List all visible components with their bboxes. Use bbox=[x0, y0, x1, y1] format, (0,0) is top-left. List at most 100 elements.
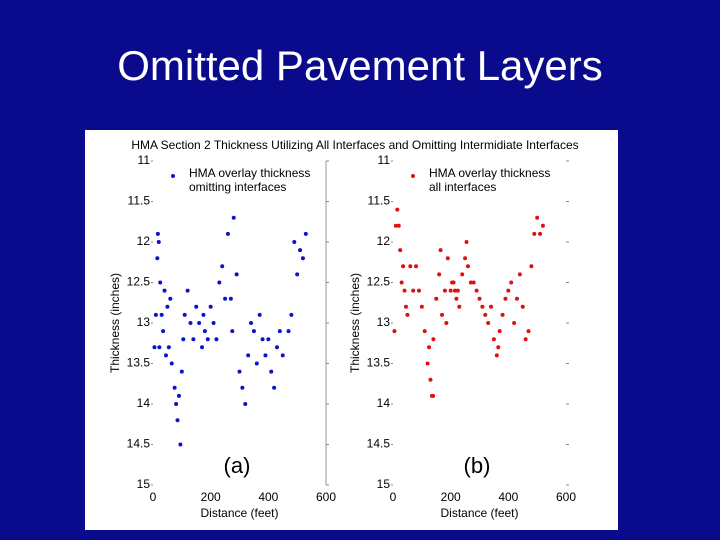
point bbox=[162, 288, 167, 293]
point bbox=[272, 385, 277, 390]
point bbox=[463, 256, 468, 261]
point bbox=[497, 329, 502, 334]
point bbox=[295, 272, 300, 277]
y-tick-label: 15 bbox=[137, 477, 151, 491]
point bbox=[214, 337, 219, 342]
point bbox=[178, 442, 183, 447]
point bbox=[161, 329, 166, 334]
point bbox=[292, 240, 297, 244]
y-tick-label: 12.5 bbox=[367, 275, 391, 289]
point bbox=[523, 337, 528, 342]
point bbox=[535, 215, 540, 220]
point bbox=[538, 231, 543, 236]
point bbox=[156, 240, 161, 244]
x-tick-label: 600 bbox=[316, 490, 336, 504]
panel-label: (b) bbox=[464, 453, 491, 478]
point bbox=[514, 296, 519, 301]
point bbox=[228, 296, 233, 301]
point bbox=[201, 312, 206, 317]
x-tick-label: 0 bbox=[150, 490, 157, 504]
point bbox=[234, 272, 239, 277]
point bbox=[445, 256, 450, 261]
point bbox=[503, 296, 508, 301]
point bbox=[486, 321, 491, 325]
point bbox=[249, 321, 254, 325]
point bbox=[266, 337, 271, 342]
point bbox=[166, 345, 171, 350]
x-axis-label: Distance (feet) bbox=[440, 506, 518, 520]
point bbox=[159, 312, 164, 317]
point bbox=[402, 288, 407, 293]
point bbox=[489, 304, 494, 309]
point bbox=[251, 329, 256, 334]
point bbox=[396, 223, 401, 228]
point bbox=[175, 418, 180, 423]
y-tick-label: 12 bbox=[137, 234, 151, 248]
point bbox=[211, 321, 216, 325]
point bbox=[494, 353, 499, 358]
point bbox=[465, 264, 470, 269]
point bbox=[428, 377, 433, 382]
point bbox=[517, 272, 522, 277]
point bbox=[405, 312, 410, 317]
y-tick-label: 11 bbox=[378, 153, 391, 167]
point bbox=[225, 231, 230, 236]
point bbox=[395, 207, 400, 212]
point bbox=[496, 345, 501, 350]
point bbox=[185, 288, 190, 293]
point bbox=[181, 337, 186, 342]
point bbox=[431, 393, 436, 398]
point bbox=[231, 215, 236, 220]
point bbox=[526, 329, 531, 334]
y-axis-label: Thickness (inches) bbox=[108, 273, 122, 373]
point bbox=[454, 296, 459, 301]
point bbox=[298, 248, 303, 253]
y-tick-label: 11 bbox=[138, 153, 151, 167]
point bbox=[274, 345, 279, 350]
point bbox=[188, 321, 193, 325]
point bbox=[460, 272, 465, 277]
slide-title: Omitted Pavement Layers bbox=[117, 42, 603, 89]
point bbox=[399, 280, 404, 285]
point bbox=[506, 288, 511, 293]
point bbox=[303, 231, 308, 236]
point bbox=[200, 345, 205, 350]
point bbox=[240, 385, 245, 390]
point bbox=[168, 296, 173, 301]
point bbox=[155, 256, 160, 261]
point bbox=[401, 264, 406, 269]
point bbox=[419, 304, 424, 309]
point bbox=[455, 288, 460, 293]
point bbox=[269, 369, 274, 374]
point bbox=[300, 256, 305, 261]
point bbox=[509, 280, 514, 285]
point bbox=[414, 264, 419, 269]
point bbox=[243, 402, 248, 406]
point bbox=[452, 288, 457, 293]
point bbox=[165, 304, 170, 309]
y-tick-label: 12.5 bbox=[127, 275, 151, 289]
y-tick-label: 14 bbox=[137, 396, 151, 410]
point bbox=[157, 345, 162, 350]
point bbox=[257, 312, 262, 317]
point bbox=[286, 329, 291, 334]
y-tick-label: 13.5 bbox=[367, 356, 391, 370]
point bbox=[491, 337, 496, 342]
x-tick-label: 0 bbox=[390, 490, 397, 504]
y-tick-label: 11.5 bbox=[128, 194, 151, 208]
y-tick-label: 15 bbox=[377, 477, 391, 491]
point bbox=[194, 304, 199, 309]
point bbox=[220, 264, 225, 269]
point bbox=[398, 248, 403, 253]
legend-marker bbox=[411, 174, 415, 178]
point bbox=[155, 231, 160, 236]
point bbox=[440, 312, 445, 317]
x-tick-label: 600 bbox=[556, 490, 576, 504]
x-tick-label: 200 bbox=[201, 490, 221, 504]
point bbox=[427, 345, 432, 350]
point bbox=[483, 312, 488, 317]
point bbox=[457, 304, 462, 309]
y-tick-label: 14 bbox=[377, 396, 391, 410]
